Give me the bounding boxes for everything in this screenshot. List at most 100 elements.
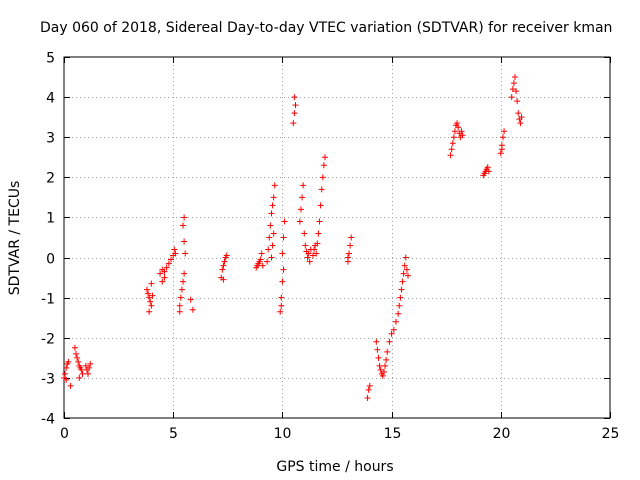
- data-point: [514, 98, 521, 105]
- data-point: [511, 74, 518, 81]
- data-point: [309, 252, 316, 259]
- data-point: [346, 250, 353, 257]
- data-point: [379, 372, 386, 379]
- data-point: [280, 234, 287, 241]
- data-point: [510, 80, 517, 87]
- x-tick-label: 25: [602, 426, 620, 442]
- data-point: [146, 308, 153, 315]
- grid-lines: [64, 57, 610, 418]
- y-tick-label: 0: [46, 252, 55, 268]
- data-point: [73, 350, 80, 357]
- data-point: [400, 270, 407, 277]
- data-point: [396, 302, 403, 309]
- y-tick-label: 1: [46, 211, 55, 227]
- data-point: [290, 120, 297, 127]
- data-point: [74, 354, 81, 361]
- x-tick-label: 5: [169, 426, 178, 442]
- data-point: [313, 250, 320, 257]
- data-point: [161, 274, 168, 281]
- data-point: [269, 242, 276, 249]
- data-point: [63, 376, 70, 383]
- data-point: [301, 230, 308, 237]
- y-tick-label: 3: [46, 131, 55, 147]
- chart-title: Day 060 of 2018, Sidereal Day-to-day VTE…: [40, 20, 612, 36]
- data-point: [455, 124, 462, 131]
- x-tick-label: 0: [60, 426, 69, 442]
- data-point: [181, 214, 188, 221]
- data-point: [277, 308, 284, 315]
- data-point: [180, 222, 187, 229]
- data-point: [181, 270, 188, 277]
- data-point: [271, 182, 278, 189]
- data-point: [305, 250, 312, 257]
- data-point: [264, 258, 271, 265]
- data-point: [366, 382, 373, 389]
- data-point: [258, 250, 265, 257]
- data-point: [87, 360, 94, 367]
- data-point: [220, 262, 227, 269]
- data-point: [386, 338, 393, 345]
- data-point: [384, 348, 391, 355]
- data-point: [314, 240, 321, 247]
- data-point: [223, 252, 230, 259]
- data-point: [268, 210, 275, 217]
- data-point: [278, 302, 285, 309]
- data-point: [497, 150, 504, 157]
- data-point: [348, 234, 355, 241]
- data-point: [165, 260, 172, 267]
- data-point: [266, 234, 273, 241]
- data-point: [365, 386, 372, 393]
- data-point: [498, 146, 505, 153]
- y-tick-label: 5: [46, 51, 55, 67]
- data-point: [145, 290, 152, 297]
- data-point: [316, 218, 323, 225]
- y-tick-label: 4: [46, 91, 55, 107]
- data-point: [499, 134, 506, 141]
- data-point: [187, 296, 194, 303]
- data-point: [168, 256, 175, 263]
- data-point: [484, 164, 491, 171]
- data-point: [306, 258, 313, 265]
- data-point: [398, 286, 405, 293]
- data-point: [319, 174, 326, 181]
- data-point: [291, 94, 298, 101]
- data-point: [321, 154, 328, 161]
- y-tick-labels: -4 -3 -2 -1 0 1 2 3 4 5: [41, 51, 55, 428]
- data-point: [517, 120, 524, 127]
- data-point: [299, 194, 306, 201]
- data-point: [268, 254, 275, 261]
- data-point: [171, 246, 178, 253]
- data-point: [302, 242, 309, 249]
- y-tick-label: -2: [41, 332, 55, 348]
- data-point: [280, 266, 287, 273]
- data-point: [374, 346, 381, 353]
- data-point: [220, 276, 227, 283]
- data-point: [377, 366, 384, 373]
- data-point: [79, 370, 86, 377]
- data-point: [300, 182, 307, 189]
- data-point: [458, 128, 465, 135]
- data-point: [447, 152, 454, 159]
- data-point: [257, 256, 264, 263]
- axis-ticks: [64, 57, 611, 419]
- data-point: [388, 330, 395, 337]
- data-point: [163, 264, 170, 271]
- data-point: [265, 246, 272, 253]
- data-point: [67, 382, 74, 389]
- data-point: [279, 278, 286, 285]
- data-point: [75, 358, 82, 365]
- data-point: [395, 310, 402, 317]
- data-point: [513, 88, 520, 95]
- data-point: [376, 362, 383, 369]
- x-axis-label: GPS time / hours: [276, 459, 393, 475]
- x-tick-label: 10: [274, 426, 292, 442]
- data-point: [65, 358, 72, 365]
- data-point: [71, 344, 78, 351]
- data-point: [278, 294, 285, 301]
- data-point: [459, 132, 466, 139]
- data-point: [149, 292, 156, 299]
- data-point: [159, 278, 166, 285]
- y-axis-label: SDTVAR / TECUs: [7, 181, 23, 296]
- data-point: [304, 254, 311, 261]
